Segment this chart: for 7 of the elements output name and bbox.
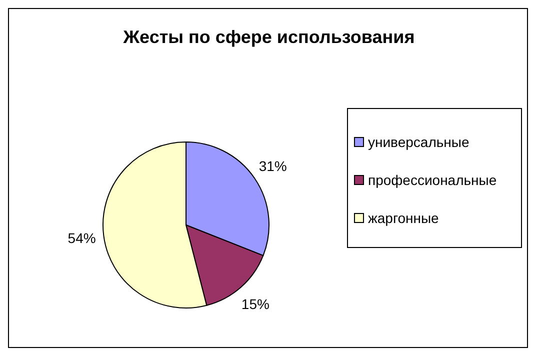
legend-label: жаргонные xyxy=(368,210,439,226)
chart-title: Жесты по сфере использования xyxy=(122,27,416,48)
data-label: 54% xyxy=(68,230,96,246)
legend-label: универсальные xyxy=(368,134,470,150)
data-label: 31% xyxy=(258,158,287,174)
legend-label: профессиональные xyxy=(368,172,497,188)
data-label: 15% xyxy=(241,296,270,312)
